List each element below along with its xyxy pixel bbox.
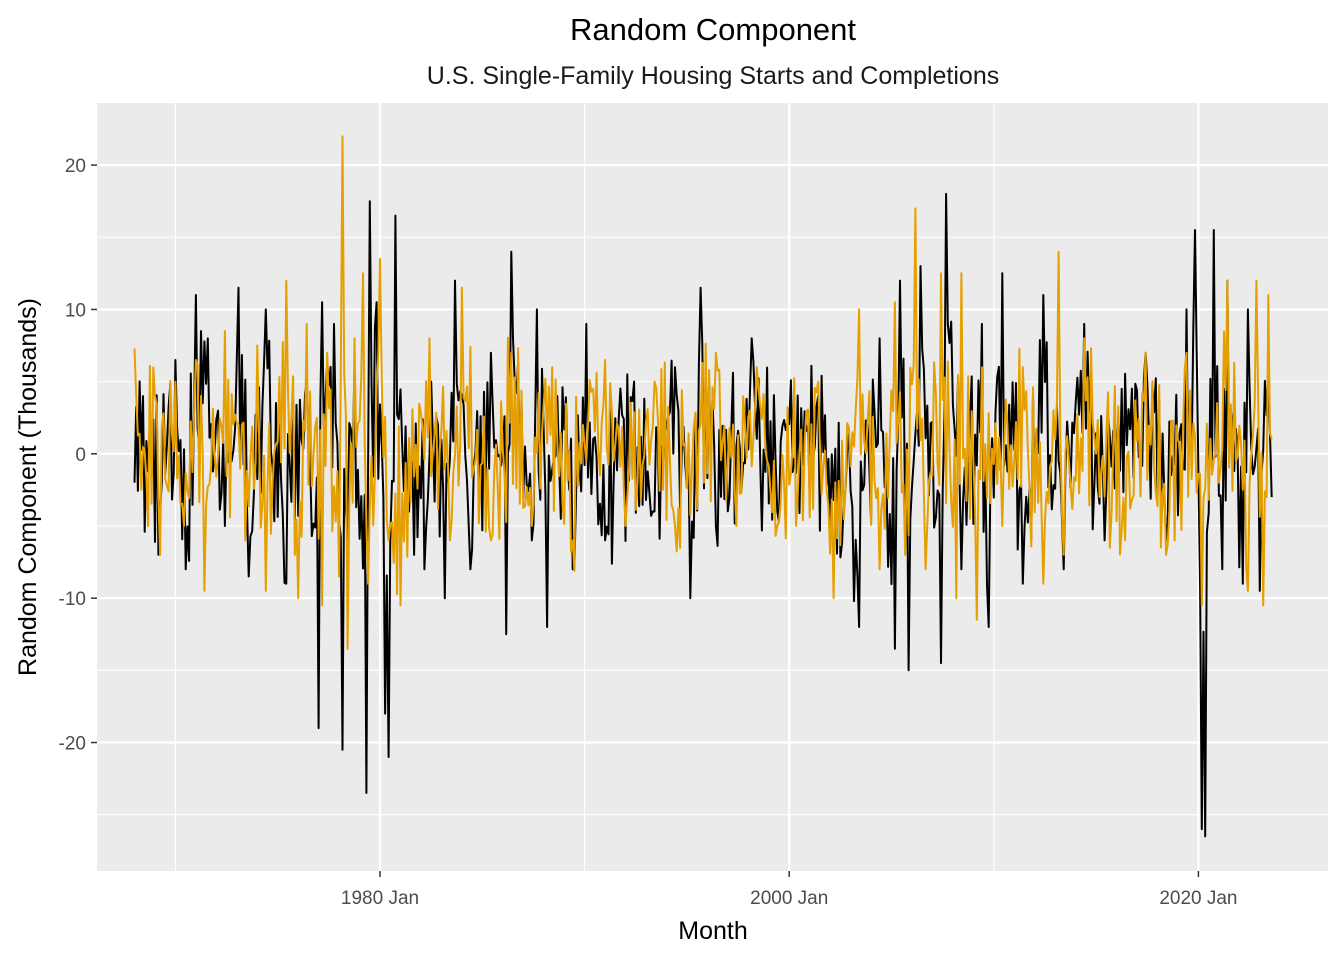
y-axis-title: Random Component (Thousands) — [14, 298, 42, 676]
y-tick-label: 10 — [65, 300, 86, 321]
y-tick-label: -10 — [59, 589, 86, 610]
y-tick-label: -20 — [59, 734, 86, 755]
chart-title: Random Component — [570, 12, 856, 47]
x-axis-title: Month — [678, 917, 747, 945]
series-layer — [133, 135, 1273, 838]
chart-subtitle: U.S. Single-Family Housing Starts and Co… — [427, 62, 999, 90]
series-line — [133, 135, 1273, 650]
x-tick-label: 2000 Jan — [750, 888, 828, 909]
y-axis: -20 -10 0 10 20 — [59, 156, 97, 755]
y-tick-label: 20 — [65, 156, 86, 177]
x-tick-label: 1980 Jan — [341, 888, 419, 909]
y-tick-label: 0 — [75, 445, 86, 466]
x-tick-label: 2020 Jan — [1159, 888, 1237, 909]
x-axis: 1980 Jan 2000 Jan 2020 Jan — [341, 871, 1238, 909]
